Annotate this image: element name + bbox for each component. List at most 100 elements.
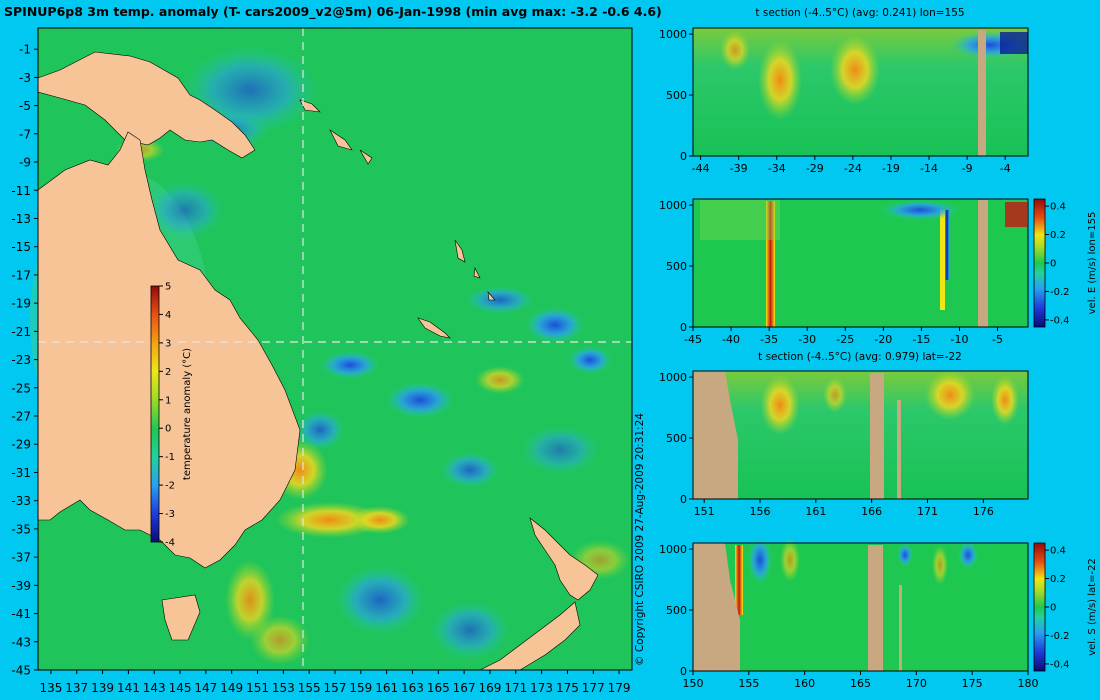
map-y-axis: -1 -3 -5 -7 -9 -11 -13 -15 -17 -19 -21 -23 -25 -27 -29… [11,43,38,678]
colorbar-tick-label: -0.2 [1050,631,1070,642]
x-tick-label: -35 [760,333,778,346]
y-tick-label: -9 [19,156,31,170]
panel-3-title: t section (-4..5°C) (avg: 0.979) lat=-22 [758,351,962,363]
y-tick-label: -27 [11,410,31,424]
x-tick-label: -19 [882,162,900,175]
x-tick-label: 155 [298,681,321,695]
panel-1-title: t section (-4..5°C) (avg: 0.241) lon=155 [755,7,964,19]
vel-s-colorbar-ticks: 0.4 0.2 0 -0.2 -0.4 [1045,546,1070,670]
x-tick-label: -10 [950,333,968,346]
panel-2-axes: -45 -40 -35 -30 -25 -20 -15 -10 -5 0 500 1000 [659,199,1003,346]
x-tick-label: -24 [844,162,862,175]
y-tick-label: -1 [19,43,31,57]
panel-t-section-lon: t section (-4..5°C) (avg: 0.241) lon=155… [659,7,1030,175]
copyright-text: © Copyright CSIRO 2009 27-Aug-2009 20:31… [634,413,646,666]
y-tick-label: 0 [680,493,687,506]
x-tick-label: 135 [39,681,62,695]
x-tick-label: -29 [806,162,824,175]
y-tick-label: -13 [11,212,31,226]
y-tick-label: -35 [11,522,31,536]
y-tick-label: 1000 [659,199,687,212]
x-tick-label: -40 [722,333,740,346]
panel-vel-s-lat: 150 155 160 165 170 175 180 0 500 1000 0.4 0.2 0 -0.… [659,535,1098,690]
x-tick-label: 160 [794,677,815,690]
colorbar-tick-label: -0.4 [1050,659,1070,670]
vel-s-colorbar [1033,542,1046,672]
x-tick-label: 161 [375,681,398,695]
y-tick-label: -23 [11,353,31,367]
colorbar-tick-label: -0.4 [1050,315,1070,326]
y-tick-label: 500 [666,432,687,445]
x-tick-label: 163 [401,681,424,695]
y-tick-label: 0 [680,665,687,678]
x-tick-label: 159 [349,681,372,695]
y-tick-label: -3 [19,71,31,85]
x-tick-label: 175 [962,677,983,690]
colorbar-tick-label: 0.4 [1050,202,1066,213]
x-tick-label: 157 [324,681,347,695]
x-tick-label: -4 [1000,162,1011,175]
x-tick-label: 179 [608,681,631,695]
y-tick-label: -33 [11,494,31,508]
y-tick-label: -37 [11,551,31,565]
x-tick-label: -5 [992,333,1003,346]
x-tick-label: -39 [730,162,748,175]
x-tick-label: 150 [683,677,704,690]
y-tick-label: 0 [680,321,687,334]
vel-s-colorbar-label: vel. S (m/s) lat=-22 [1087,558,1098,656]
x-tick-label: 173 [530,681,553,695]
x-tick-label: 147 [194,681,217,695]
new-guinea [37,51,256,159]
new-caledonia [417,317,451,339]
temp-colorbar-ticks: 5 4 3 2 1 0 -1 -2 -3 -4 [159,282,175,549]
y-tick-label: 1000 [659,28,687,41]
x-tick-label: -9 [962,162,973,175]
y-tick-label: -39 [11,579,31,593]
colorbar-tick-label: -0.2 [1050,287,1070,298]
x-tick-label: 167 [453,681,476,695]
vel-e-colorbar-ticks: 0.4 0.2 0 -0.2 -0.4 [1045,202,1070,326]
y-tick-label: -45 [11,664,31,678]
panel-3-axes: 151 156 161 166 171 176 0 500 1000 [659,371,994,518]
y-tick-label: -41 [11,607,31,621]
x-tick-label: 145 [169,681,192,695]
x-tick-label: 161 [805,505,826,518]
x-tick-label: 170 [906,677,927,690]
x-tick-label: -14 [920,162,938,175]
colorbar-tick-label: -2 [165,481,175,492]
y-tick-label: 0 [680,150,687,163]
x-tick-label: 171 [917,505,938,518]
x-tick-label: 176 [973,505,994,518]
x-tick-label: -45 [684,333,702,346]
colorbar-tick-label: -1 [165,452,175,463]
y-tick-label: -25 [11,381,31,395]
x-tick-label: 155 [738,677,759,690]
new-zealand-north [529,517,599,601]
y-tick-label: 1000 [659,371,687,384]
x-tick-label: -30 [798,333,816,346]
x-tick-label: 171 [504,681,527,695]
x-tick-label: 137 [65,681,88,695]
colorbar-tick-label: 0 [1050,259,1056,270]
colorbar-tick-label: 4 [165,310,171,321]
colorbar-tick-label: 0.2 [1050,574,1066,585]
solomon-islands [299,99,373,165]
map-title: SPINUP6p8 3m temp. anomaly (T- cars2009_… [4,4,662,20]
x-tick-label: -44 [692,162,710,175]
colorbar-tick-label: 1 [165,395,171,406]
panel-t-section-lat: t section (-4..5°C) (avg: 0.979) lat=-22… [659,351,1029,518]
y-tick-label: -11 [11,184,31,198]
x-tick-label: -25 [836,333,854,346]
x-tick-label: -20 [874,333,892,346]
colorbar-tick-label: 0 [1050,603,1056,614]
colorbar-tick-label: -4 [165,538,175,549]
x-tick-label: 169 [479,681,502,695]
x-tick-label: 151 [694,505,715,518]
map-x-axis: 135 137 139 141 143 145 147 149 151 153 155 157 159 1… [39,670,631,695]
x-tick-label: 149 [220,681,243,695]
panel-1-axes: -44 -39 -34 -29 -24 -19 -14 -9 -4 0 500 1000 [659,28,1011,175]
y-tick-label: -7 [19,127,31,141]
x-tick-label: 143 [143,681,166,695]
